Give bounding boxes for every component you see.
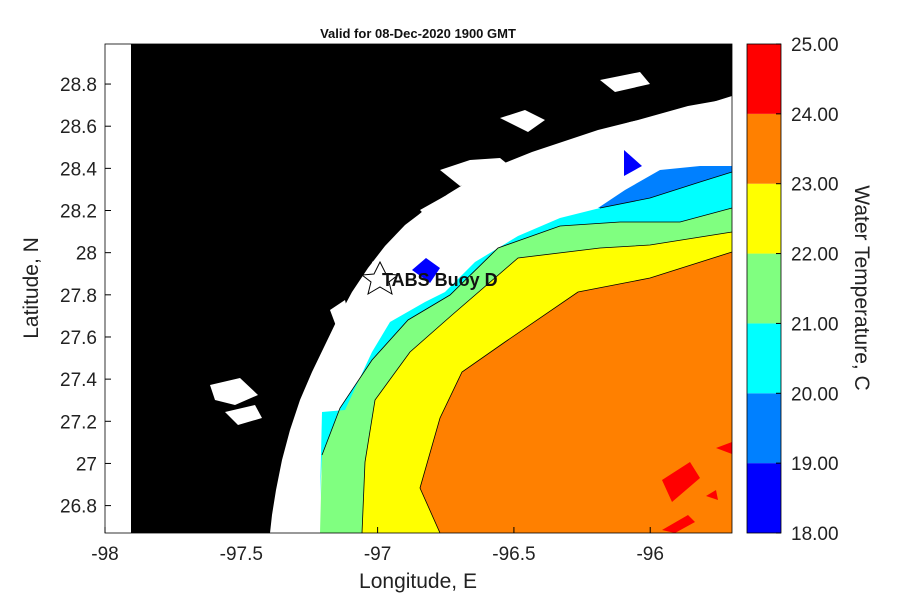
- y-tick-label: 27.6: [60, 328, 97, 349]
- x-tick-label: -97.5: [220, 544, 263, 565]
- tabs-buoy-d-marker: [360, 260, 400, 296]
- sst-contours: [320, 150, 733, 534]
- bay-7: [225, 405, 262, 425]
- colorbar-tick-label: 24.00: [791, 105, 839, 126]
- y-axis-label: Latitude, N: [20, 237, 43, 339]
- bay-1: [440, 158, 515, 186]
- bay-8: [600, 72, 650, 92]
- map-frame: [104, 43, 733, 534]
- colorbar-tick-label: 19.00: [791, 454, 839, 475]
- bay-3: [420, 196, 455, 226]
- x-tick-label: -97: [364, 544, 391, 565]
- y-tick-label: 27.8: [60, 286, 97, 307]
- contour-patch-24-25-d: [716, 442, 732, 454]
- colorbar-tick-label: 20.00: [791, 384, 839, 405]
- colorbar-tick-label: 21.00: [791, 314, 839, 335]
- chart-title: Valid for 08-Dec-2020 1900 GMT: [320, 26, 516, 41]
- colorbar-band: [747, 183, 781, 254]
- contour-line-21: [321, 207, 733, 456]
- contour-band-20-21: [320, 172, 732, 498]
- y-tick-label: 27: [76, 454, 97, 475]
- colorbar-band: [747, 113, 781, 184]
- contour-band-21-22: [320, 208, 732, 533]
- bay-5: [330, 300, 350, 326]
- colorbar-label: Water Temperature, C: [850, 185, 873, 390]
- colorbar-tick-label: 22.00: [791, 245, 839, 266]
- contour-patch-18-19-buoy: [412, 258, 440, 283]
- contour-line-20: [599, 171, 733, 209]
- bay-2: [500, 110, 545, 132]
- contour-band-23-24: [420, 252, 732, 533]
- contour-patch-18-19-north: [624, 150, 642, 176]
- contour-band-19-20: [598, 166, 732, 208]
- y-tick-label: 28.6: [60, 117, 97, 138]
- contour-patch-24-25-c: [706, 490, 718, 500]
- land-mask: [131, 44, 732, 533]
- contour-line-23: [419, 251, 733, 534]
- x-tick-label: -98: [91, 544, 118, 565]
- x-axis: -98 -97.5 -97 -96.5 -96: [91, 527, 664, 565]
- colorbar-band: [747, 393, 781, 464]
- x-tick-label: -96: [636, 544, 663, 565]
- y-tick-label: 27.2: [60, 412, 97, 433]
- contour-patch-24-25-b: [662, 515, 695, 533]
- colorbar-band: [747, 253, 781, 324]
- contour-band-22-23: [362, 232, 732, 533]
- colorbar-band: [747, 323, 781, 394]
- x-axis-label: Longitude, E: [359, 570, 477, 593]
- bay-6: [210, 378, 258, 405]
- colorbar-band: [747, 463, 781, 533]
- y-tick-label: 28: [76, 244, 97, 265]
- y-tick-label: 28.2: [60, 202, 97, 223]
- colorbar-tick-label: 18.00: [791, 524, 839, 545]
- y-tick-label: 27.4: [60, 370, 97, 391]
- contour-patch-24-25-a: [662, 462, 700, 502]
- colorbar-frame: [746, 43, 782, 534]
- y-tick-label: 26.8: [60, 497, 97, 518]
- tabs-buoy-d-label: TABS Buoy D: [382, 270, 498, 290]
- colorbar-tick-label: 23.00: [791, 175, 839, 196]
- x-tick-label: -96.5: [492, 544, 535, 565]
- y-tick-label: 28.4: [60, 159, 97, 180]
- colorbar-tick-label: 25.00: [791, 35, 839, 56]
- map-panel: TABS Buoy D: [104, 43, 733, 534]
- contour-line-22: [361, 231, 733, 534]
- colorbar-band: [747, 44, 781, 114]
- y-axis: 26.8 27 27.2 27.4 27.6 27.8 28 28.2 28.4 28.6 28.8: [60, 75, 111, 518]
- y-tick-label: 28.8: [60, 75, 97, 96]
- colorbar: 18.00 19.00 20.00 21.00 22.00 23.00 24.00 25.00: [746, 35, 839, 545]
